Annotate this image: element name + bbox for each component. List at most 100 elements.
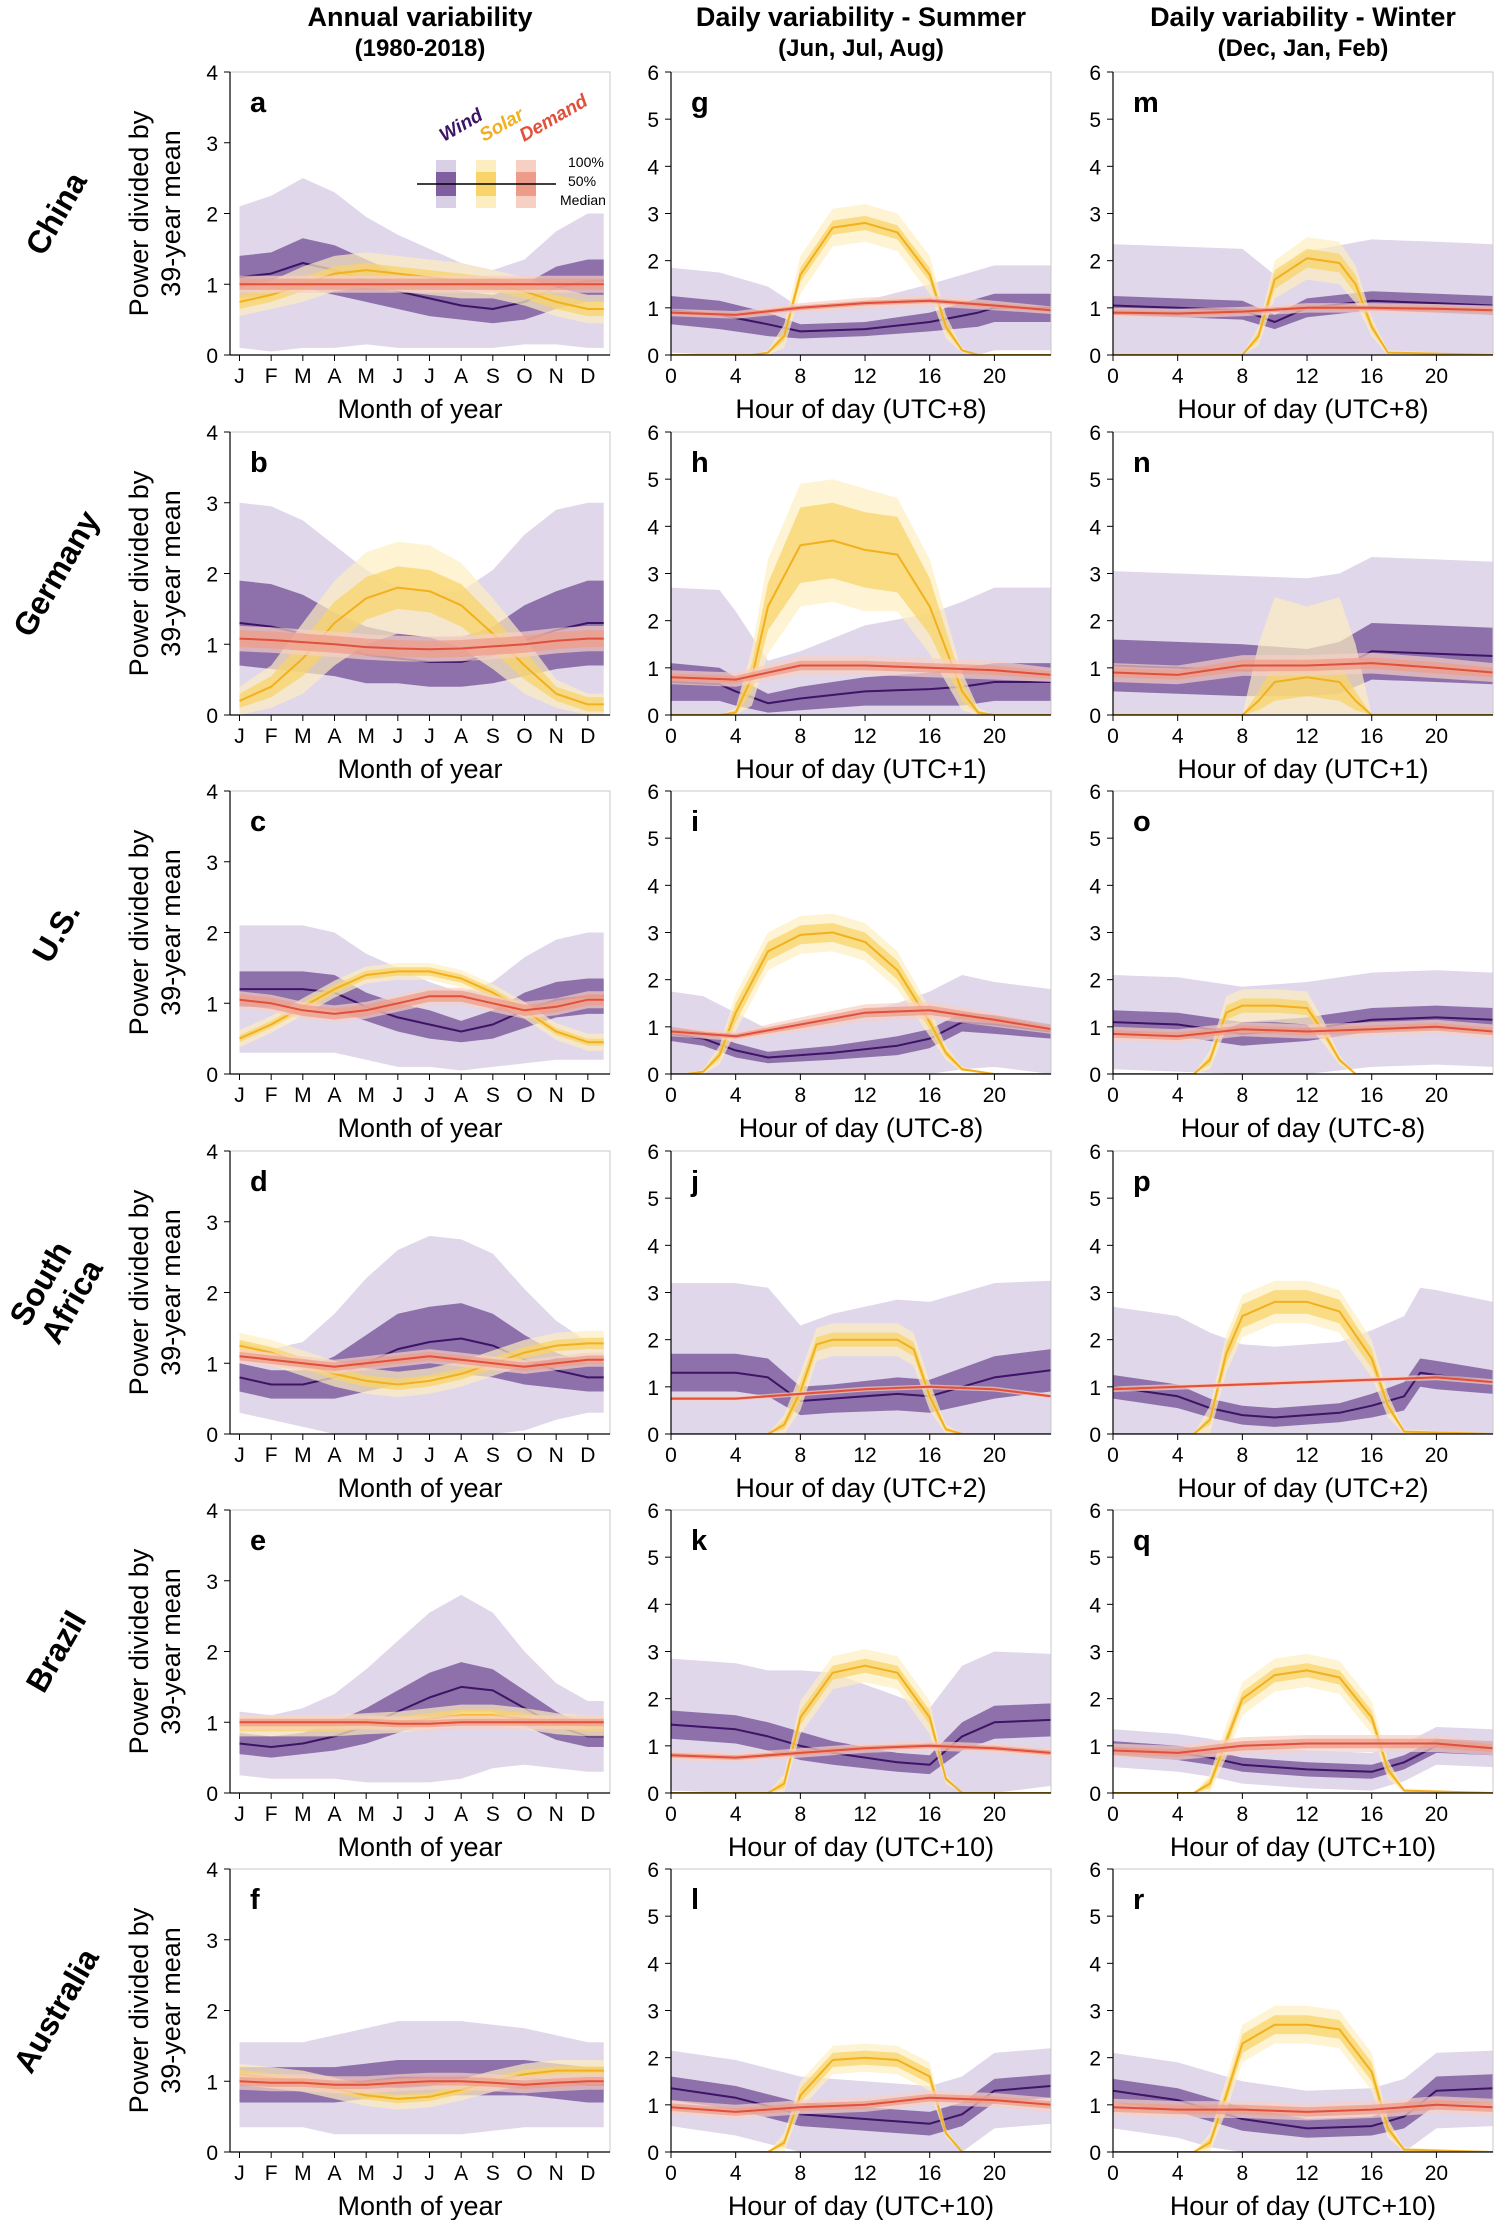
y-tick-label: 3 [647, 923, 659, 946]
x-tick-label: S [486, 1084, 500, 1107]
y-axis-label-line: Power divided by [124, 470, 154, 676]
panel-letter: p [1133, 1166, 1151, 1198]
x-tick-label: J [234, 2162, 245, 2185]
x-tick-label: A [327, 2162, 341, 2185]
y-tick-label: 6 [1089, 422, 1101, 445]
solar-median-line [239, 586, 604, 706]
y-tick-label: 2 [1089, 251, 1101, 274]
solar-median-line [671, 1338, 1051, 1434]
row-label: Germany [6, 504, 107, 642]
y-tick-label: 0 [206, 1424, 218, 1447]
x-tick-label: 12 [853, 2162, 876, 2185]
y-tick-label: 2 [206, 1283, 218, 1306]
y-tick-label: 0 [647, 1783, 659, 1806]
x-tick-label: S [486, 365, 500, 388]
x-tick-label: N [549, 1084, 564, 1107]
plot-area [239, 925, 604, 1071]
x-axis-label: Month of year [337, 754, 502, 784]
x-axis-label: Hour of day (UTC+2) [735, 1473, 986, 1503]
solar-median-line [1113, 1004, 1493, 1074]
solar-band-50 [239, 967, 604, 1046]
x-tick-label: J [393, 725, 404, 748]
y-tick-label: 2 [647, 611, 659, 634]
x-tick-label: 4 [730, 725, 742, 748]
y-tick-label: 0 [1089, 345, 1101, 368]
y-tick-label: 0 [647, 1424, 659, 1447]
solar-median-line [671, 2056, 1051, 2152]
demand-band-50 [1113, 657, 1493, 680]
solar-band-50 [1113, 248, 1493, 355]
y-tick-label: 2 [647, 2048, 659, 2071]
x-tick-label: J [424, 1444, 435, 1467]
y-tick-label: 0 [206, 705, 218, 728]
y-tick-label: 6 [1089, 1859, 1101, 1882]
x-tick-label: A [454, 2162, 468, 2185]
y-tick-label: 6 [647, 422, 659, 445]
plot-area [671, 2043, 1051, 2152]
y-tick-label: 3 [647, 204, 659, 227]
panel-letter: m [1133, 87, 1159, 119]
x-tick-label: S [486, 2162, 500, 2185]
legend-band-label: 50% [568, 173, 596, 189]
y-tick-label: 2 [1089, 2048, 1101, 2071]
x-tick-label: 12 [1295, 1084, 1318, 1107]
x-tick-label: J [393, 1444, 404, 1467]
x-axis-label: Hour of day (UTC-8) [739, 1113, 984, 1143]
x-tick-label: J [424, 1084, 435, 1107]
y-tick-label: 5 [1089, 109, 1101, 132]
solar-band-100 [1113, 1653, 1493, 1793]
y-tick-label: 4 [206, 1859, 218, 1882]
y-tick-label: 3 [206, 133, 218, 156]
panel-letter: c [250, 806, 266, 838]
panel-letter: i [691, 806, 699, 838]
column-titles: Annual variability (1980-2018) Daily varia… [307, 2, 1456, 62]
panel-letter: l [691, 1884, 699, 1916]
y-tick-label: 1 [206, 1712, 218, 1735]
x-tick-label: 20 [983, 1084, 1006, 1107]
x-tick-label: 12 [1295, 1803, 1318, 1826]
y-tick-label: 0 [1089, 1424, 1101, 1447]
x-tick-label: 0 [665, 1803, 677, 1826]
x-axis-label: Month of year [337, 1832, 502, 1862]
solar-median-line [671, 539, 1051, 715]
x-tick-label: A [454, 1803, 468, 1826]
y-tick-label: 6 [647, 781, 659, 804]
y-tick-label: 1 [1089, 658, 1101, 681]
wind-band-100 [671, 975, 1051, 1074]
x-tick-label: D [580, 1444, 595, 1467]
wind-median-line [671, 681, 1051, 705]
column-title: Daily variability - Summer [696, 2, 1027, 32]
x-tick-label: 4 [1172, 365, 1184, 388]
y-axis-label: Power divided by 39-year mean [124, 829, 186, 1035]
y-tick-label: 3 [206, 1571, 218, 1594]
panel-letter: k [691, 1525, 708, 1557]
demand-median-line [1113, 1376, 1493, 1391]
x-axis-label: Month of year [337, 1473, 502, 1503]
y-tick-label: 4 [206, 62, 218, 85]
legend-band-label: Median [560, 192, 606, 208]
x-tick-label: 0 [665, 1084, 677, 1107]
x-tick-label: M [357, 725, 375, 748]
solar-band-100 [671, 2043, 1051, 2152]
x-tick-label: M [294, 2162, 312, 2185]
demand-median-line [239, 2080, 604, 2086]
demand-band-50 [1113, 2100, 1493, 2117]
solar-median-line [671, 1664, 1051, 1793]
x-tick-label: 12 [853, 1084, 876, 1107]
y-tick-label: 1 [647, 1377, 659, 1400]
x-tick-label: 12 [853, 1444, 876, 1467]
y-tick-label: 0 [647, 2142, 659, 2165]
panel-letter: j [690, 1166, 699, 1198]
y-axis-label-line: Power divided by [124, 1189, 154, 1395]
y-tick-label: 6 [1089, 781, 1101, 804]
y-tick-label: 0 [1089, 705, 1101, 728]
row-label-line: Australia [6, 1942, 106, 2079]
y-tick-label: 2 [206, 1642, 218, 1665]
wind-band-50 [671, 1349, 1051, 1416]
